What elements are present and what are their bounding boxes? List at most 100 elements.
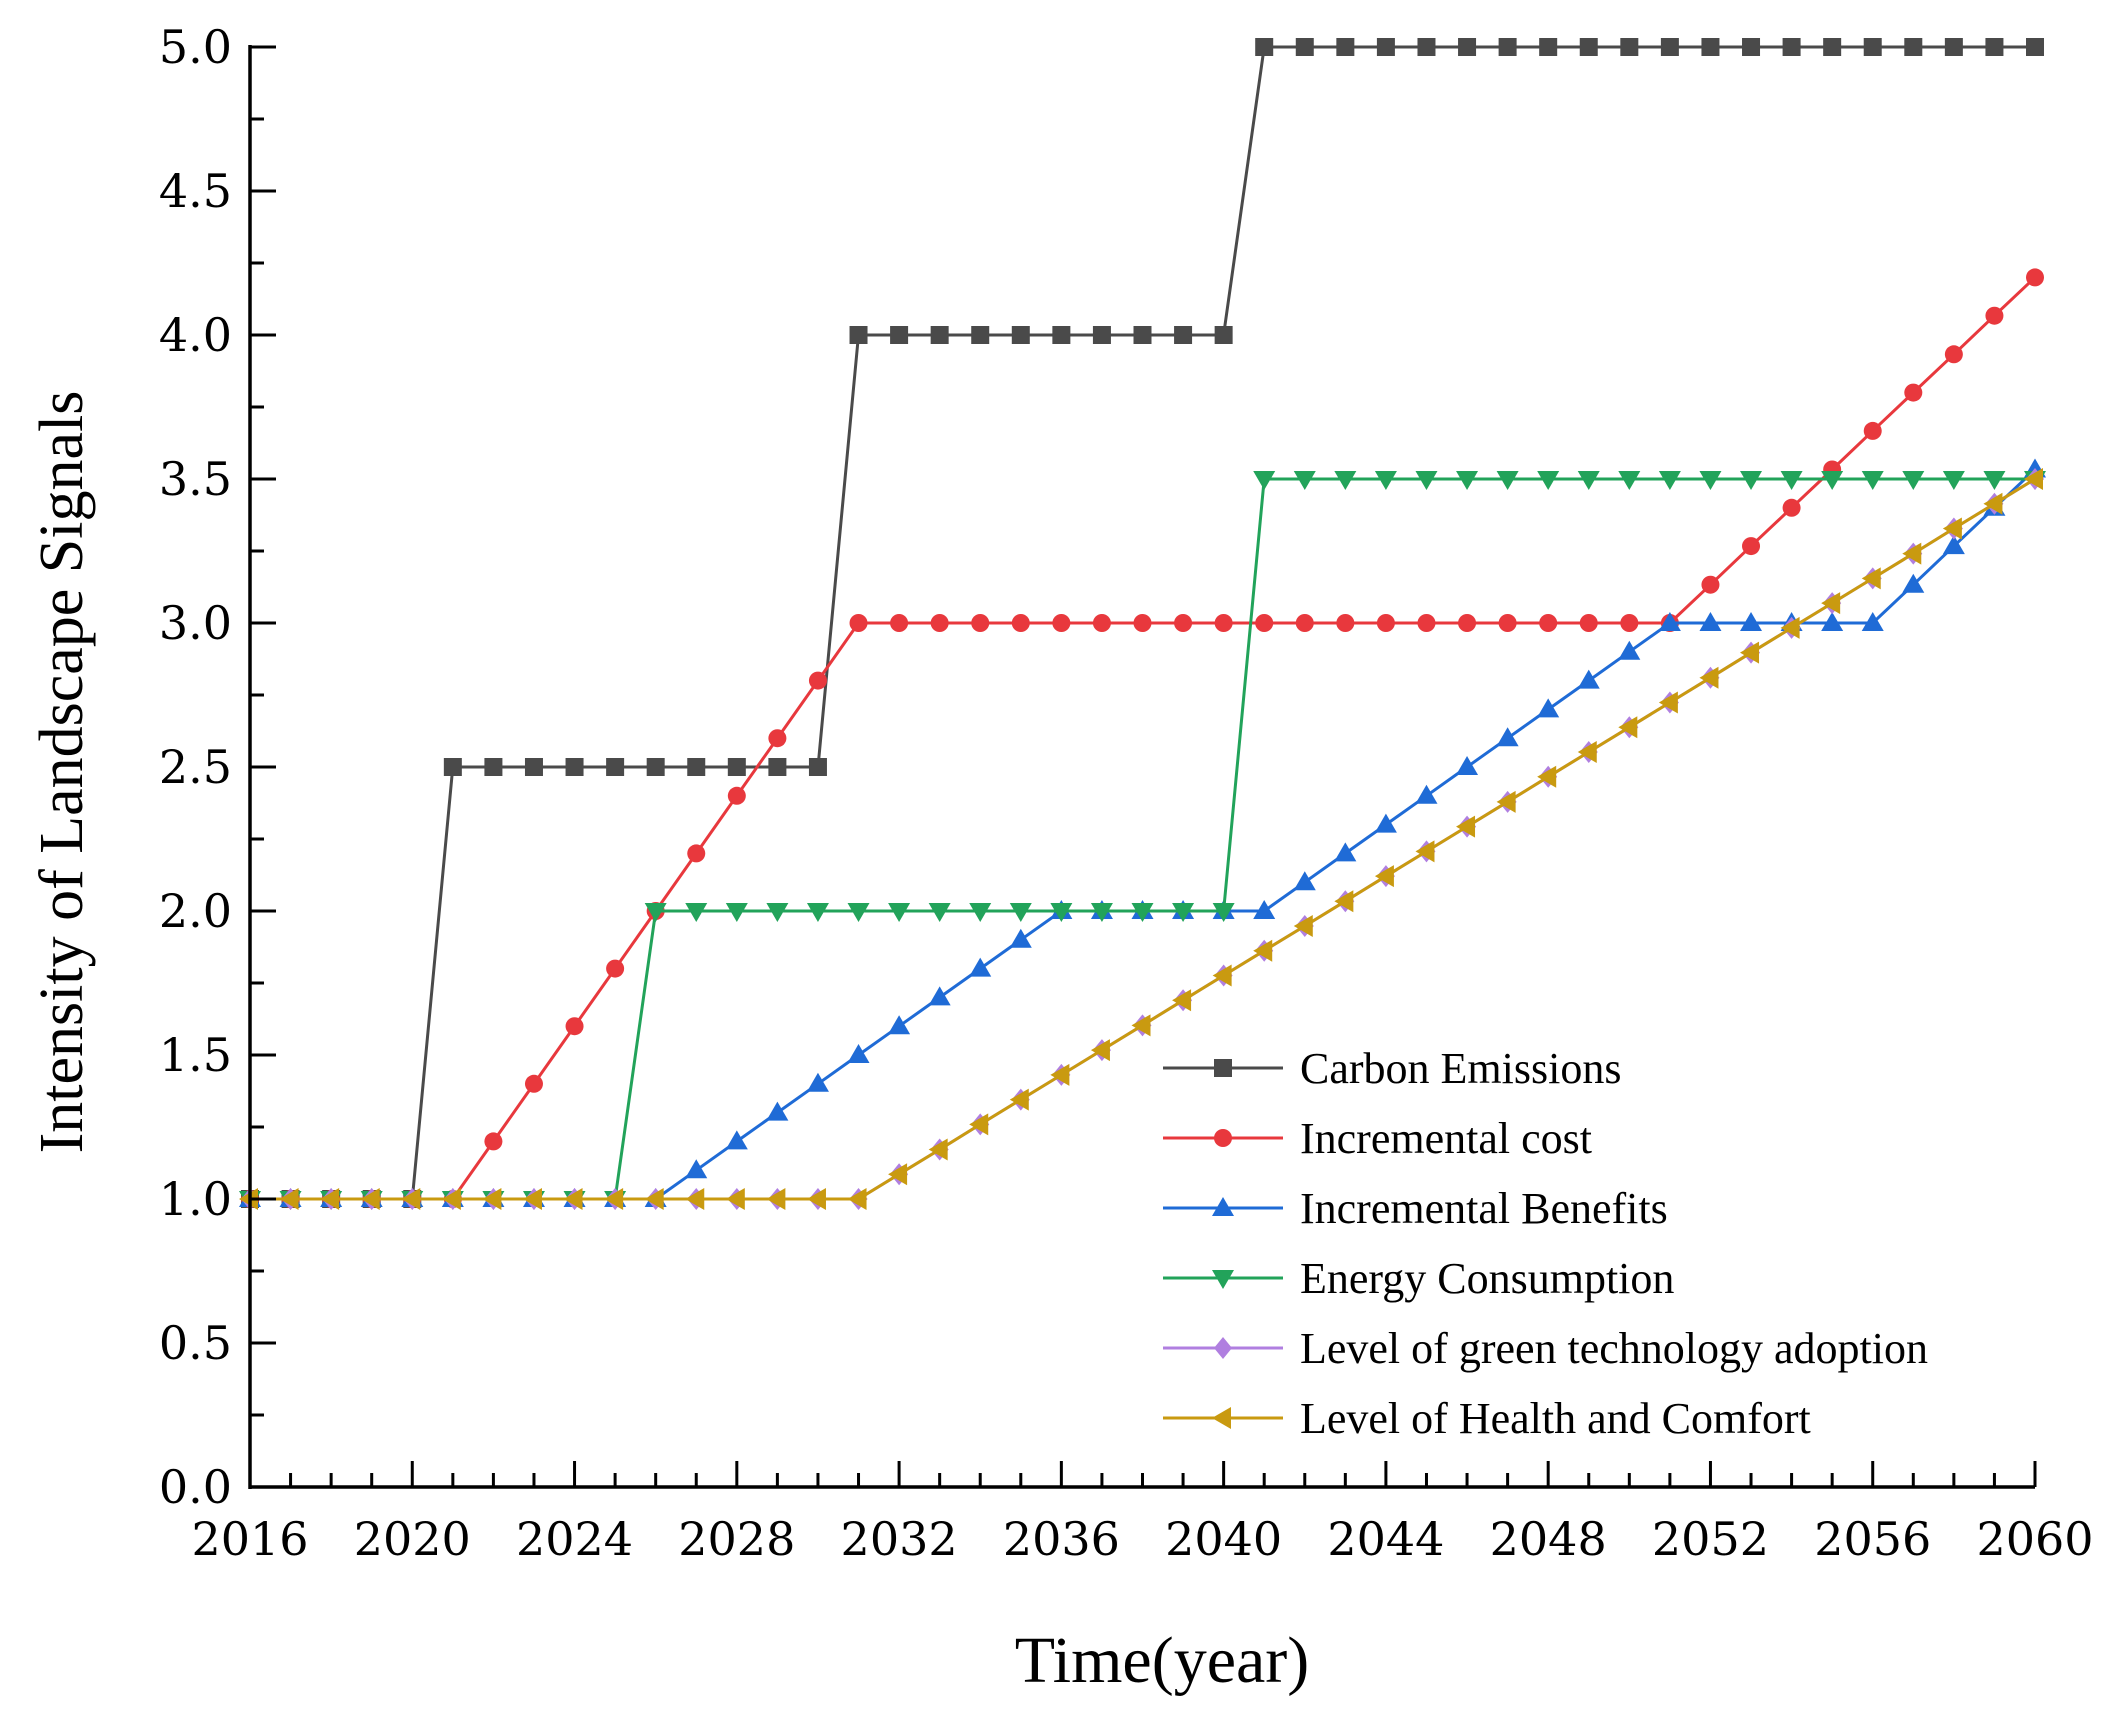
legend-item-incremental-benefits: Incremental Benefits — [1163, 1184, 1668, 1233]
data-point-energy-consumption — [1577, 471, 1600, 490]
x-tick-label: 2020 — [354, 1512, 471, 1566]
data-point-level-of-health-and-comfort — [806, 1188, 826, 1210]
legend: Carbon Emissions Incremental cost Incremen… — [1163, 1044, 1928, 1443]
data-point-incremental-cost — [1742, 537, 1761, 556]
data-point-incremental-benefits — [1253, 900, 1276, 919]
data-point-carbon-emissions — [768, 758, 787, 776]
data-point-carbon-emissions — [1011, 326, 1030, 344]
data-point-incremental-cost — [1255, 614, 1274, 632]
data-point-carbon-emissions — [1174, 326, 1193, 344]
data-point-carbon-emissions — [646, 758, 665, 776]
legend-label: Incremental Benefits — [1300, 1184, 1668, 1233]
data-point-incremental-benefits — [1009, 928, 1032, 948]
data-point-carbon-emissions — [524, 758, 543, 776]
legend-item-carbon-emissions: Carbon Emissions — [1163, 1044, 1621, 1093]
data-point-incremental-cost — [1133, 614, 1152, 632]
data-point-level-of-health-and-comfort — [1253, 939, 1273, 962]
data-point-level-of-health-and-comfort — [1780, 616, 1800, 639]
data-point-incremental-cost — [687, 844, 706, 863]
y-tick-label: 3.5 — [159, 452, 232, 506]
data-point-level-of-health-and-comfort — [1334, 890, 1354, 913]
data-point-energy-consumption — [1902, 471, 1925, 490]
data-point-level-of-health-and-comfort — [1740, 641, 1760, 664]
data-point-energy-consumption — [1131, 903, 1154, 922]
data-point-level-of-health-and-comfort — [1456, 815, 1476, 838]
data-point-incremental-cost — [1376, 614, 1395, 632]
data-point-carbon-emissions — [1417, 38, 1436, 56]
data-point-incremental-cost — [768, 729, 787, 748]
data-point-energy-consumption — [888, 903, 911, 922]
legend-marker — [1212, 1197, 1234, 1216]
y-tick-label: 1.5 — [159, 1028, 232, 1082]
data-point-incremental-benefits — [1537, 698, 1560, 718]
data-point-energy-consumption — [1821, 471, 1844, 490]
data-point-energy-consumption — [685, 903, 708, 922]
data-point-level-of-health-and-comfort — [604, 1188, 624, 1210]
data-point-incremental-benefits — [1415, 784, 1438, 804]
data-point-incremental-cost — [1904, 383, 1923, 402]
data-point-incremental-cost — [1539, 614, 1558, 632]
data-point-energy-consumption — [928, 903, 951, 922]
data-point-carbon-emissions — [1295, 38, 1314, 56]
data-point-carbon-emissions — [1863, 38, 1882, 56]
series-incremental-benefits — [239, 458, 2046, 1207]
data-point-carbon-emissions — [484, 758, 503, 776]
data-point-level-of-health-and-comfort — [360, 1188, 380, 1210]
y-tick-label: 5.0 — [159, 20, 232, 74]
x-axis-title: Time(year) — [1015, 1624, 1310, 1697]
legend-item-level-of-health-and-comfort: Level of Health and Comfort — [1163, 1394, 1811, 1443]
legend-label: Incremental cost — [1300, 1114, 1592, 1163]
data-point-level-of-health-and-comfort — [1131, 1014, 1151, 1037]
data-point-incremental-benefits — [969, 957, 992, 977]
legend-label: Level of Health and Comfort — [1300, 1394, 1811, 1443]
data-point-level-of-health-and-comfort — [1090, 1039, 1110, 1062]
data-point-incremental-cost — [727, 786, 746, 805]
legend-label: Energy Consumption — [1300, 1254, 1674, 1303]
data-point-energy-consumption — [847, 903, 870, 922]
x-tick-label: 2040 — [1165, 1512, 1282, 1566]
y-axis-title: Intensity of Landscape Signals — [28, 391, 96, 1154]
data-point-level-of-health-and-comfort — [1537, 765, 1557, 788]
data-point-incremental-benefits — [806, 1072, 829, 1092]
data-point-carbon-emissions — [1701, 38, 1720, 56]
data-point-carbon-emissions — [1458, 38, 1477, 56]
data-point-incremental-benefits — [725, 1130, 748, 1150]
data-point-incremental-benefits — [1861, 612, 1884, 631]
data-point-incremental-benefits — [1456, 756, 1479, 775]
data-point-energy-consumption — [969, 903, 992, 922]
data-point-incremental-cost — [1052, 614, 1071, 632]
data-point-incremental-cost — [1214, 614, 1233, 632]
data-point-level-of-health-and-comfort — [1902, 542, 1922, 565]
data-point-energy-consumption — [1618, 471, 1641, 490]
data-point-level-of-health-and-comfort — [1496, 790, 1516, 813]
data-point-carbon-emissions — [727, 758, 746, 776]
series-energy-consumption — [239, 471, 2046, 1210]
data-point-incremental-cost — [1579, 614, 1598, 632]
data-point-incremental-benefits — [847, 1044, 870, 1063]
data-point-level-of-health-and-comfort — [1293, 914, 1313, 937]
data-point-level-of-health-and-comfort — [1821, 592, 1841, 615]
x-tick-label: 2060 — [1976, 1512, 2093, 1566]
data-point-level-of-health-and-comfort — [482, 1188, 502, 1210]
data-point-carbon-emissions — [808, 758, 827, 776]
data-point-level-of-health-and-comfort — [1983, 492, 2003, 515]
data-point-energy-consumption — [1537, 471, 1560, 490]
x-tick-label: 2056 — [1814, 1512, 1931, 1566]
data-point-level-of-health-and-comfort — [401, 1188, 421, 1210]
data-point-level-of-health-and-comfort — [1009, 1088, 1029, 1111]
x-tick-label: 2028 — [678, 1512, 795, 1566]
data-point-energy-consumption — [1658, 471, 1681, 490]
legend-marker — [1214, 1337, 1232, 1359]
data-point-energy-consumption — [1699, 471, 1722, 490]
series-line-incremental-benefits — [250, 468, 2037, 1201]
data-point-level-of-health-and-comfort — [1212, 964, 1232, 987]
data-point-energy-consumption — [1496, 471, 1519, 490]
data-point-incremental-cost — [849, 614, 868, 632]
data-point-level-of-health-and-comfort — [2024, 468, 2043, 490]
data-point-incremental-cost — [484, 1132, 503, 1151]
data-point-incremental-cost — [1011, 614, 1030, 632]
data-point-level-of-health-and-comfort — [847, 1188, 867, 1210]
data-point-level-of-health-and-comfort — [1658, 691, 1678, 714]
data-point-level-of-health-and-comfort — [725, 1188, 745, 1210]
data-point-carbon-emissions — [849, 326, 868, 344]
